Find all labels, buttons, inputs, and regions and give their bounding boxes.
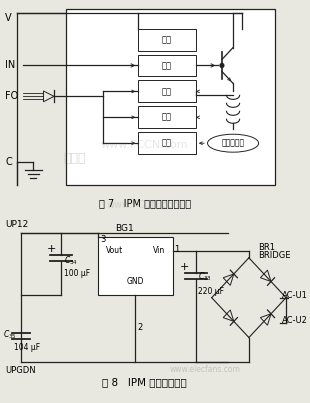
Text: www.FCCN.com: www.FCCN.com [107, 200, 183, 210]
Text: 2: 2 [138, 322, 143, 332]
FancyBboxPatch shape [138, 81, 196, 102]
Text: 图 8   IPM 模块电源电路: 图 8 IPM 模块电源电路 [102, 377, 187, 387]
Text: GND: GND [127, 277, 144, 286]
Text: IN: IN [5, 60, 16, 71]
FancyBboxPatch shape [138, 106, 196, 128]
Text: 短路: 短路 [162, 113, 172, 122]
Ellipse shape [207, 134, 259, 152]
Text: UP12: UP12 [5, 220, 29, 229]
Text: Vout: Vout [106, 246, 123, 256]
Text: AC-U1: AC-U1 [282, 291, 308, 300]
Text: 图 7   IPM 模块故障检测电路: 图 7 IPM 模块故障检测电路 [99, 198, 191, 208]
Text: $C_{35}$: $C_{35}$ [2, 328, 16, 341]
Text: 3: 3 [100, 235, 105, 244]
Text: AC-U2: AC-U2 [282, 316, 308, 325]
FancyBboxPatch shape [138, 132, 196, 154]
Text: 过热: 过热 [162, 139, 172, 148]
Text: BR1: BR1 [258, 243, 275, 252]
Text: BG1: BG1 [115, 224, 134, 233]
Text: C: C [5, 157, 12, 167]
Text: $C_{33}$: $C_{33}$ [198, 271, 211, 283]
Text: 1: 1 [175, 245, 180, 254]
Text: 100 μF: 100 μF [64, 269, 90, 278]
FancyBboxPatch shape [138, 54, 196, 77]
Text: 104 μF: 104 μF [14, 343, 40, 351]
Text: BRIDGE: BRIDGE [258, 251, 291, 260]
Text: +: + [47, 244, 56, 254]
Text: UPGDN: UPGDN [5, 366, 36, 376]
Text: www.FCCN.com: www.FCCN.com [101, 140, 188, 150]
FancyBboxPatch shape [66, 9, 275, 185]
FancyBboxPatch shape [138, 29, 196, 50]
FancyBboxPatch shape [98, 237, 173, 295]
Text: 过流: 过流 [162, 87, 172, 96]
Text: 欠压: 欠压 [162, 35, 172, 44]
Text: $C_{34}$: $C_{34}$ [64, 255, 78, 267]
Text: +: + [180, 262, 189, 272]
Circle shape [220, 64, 224, 67]
Text: 驱动: 驱动 [162, 61, 172, 70]
Text: 220 μF: 220 μF [198, 287, 224, 296]
Text: Vin: Vin [153, 246, 165, 256]
Text: 中电网: 中电网 [64, 152, 86, 165]
Text: V: V [5, 12, 12, 23]
Text: FO: FO [5, 91, 19, 102]
Text: www.elecfans.com: www.elecfans.com [170, 365, 241, 374]
Text: 温度传感器: 温度传感器 [222, 139, 245, 148]
